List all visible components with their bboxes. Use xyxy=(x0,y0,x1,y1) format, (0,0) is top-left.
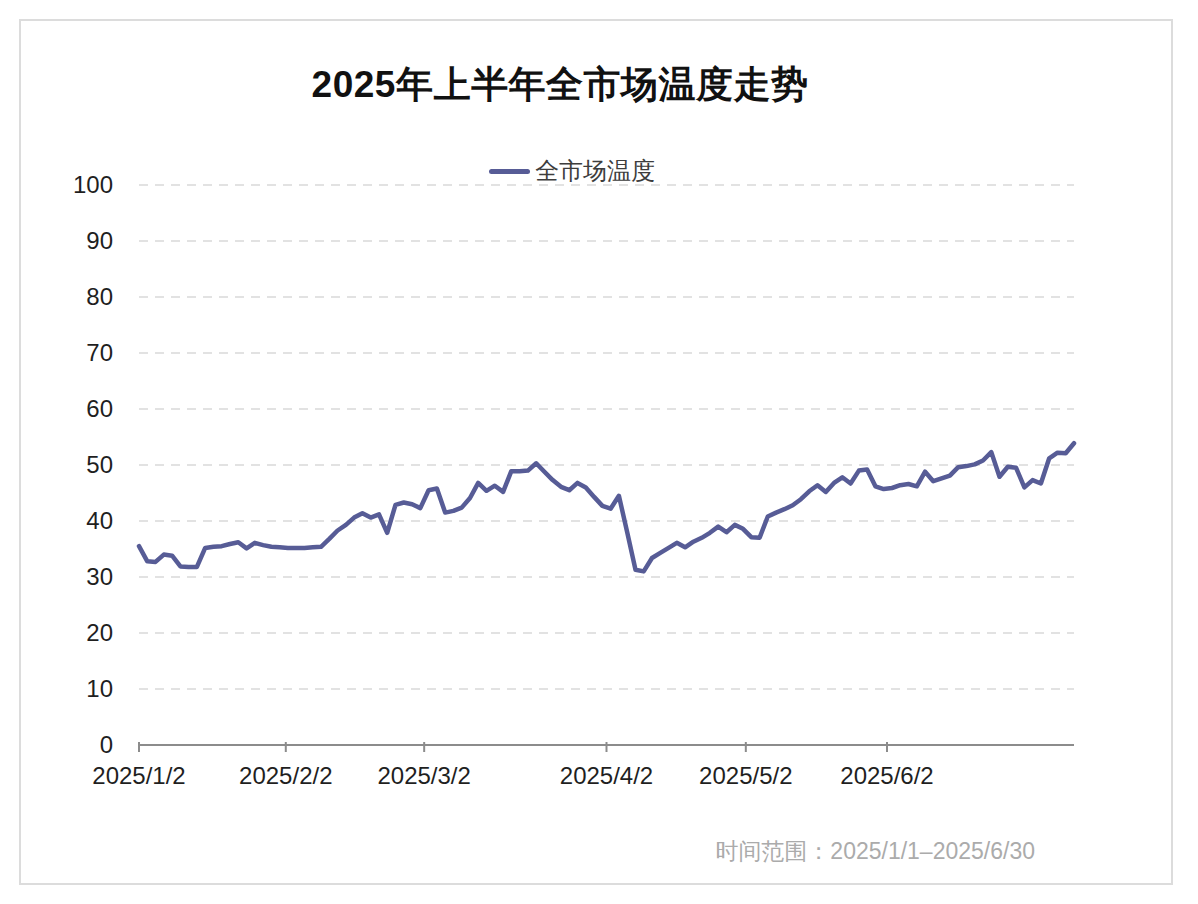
legend-item[interactable]: 全市场温度 xyxy=(0,155,1144,187)
chart-card xyxy=(19,19,1173,885)
legend-label: 全市场温度 xyxy=(535,155,655,187)
chart-title: 2025年上半年全市场温度走势 xyxy=(0,60,1120,110)
date-range-note: 时间范围：2025/1/1–2025/6/30 xyxy=(715,836,1035,867)
legend-line-swatch-icon xyxy=(489,169,530,174)
